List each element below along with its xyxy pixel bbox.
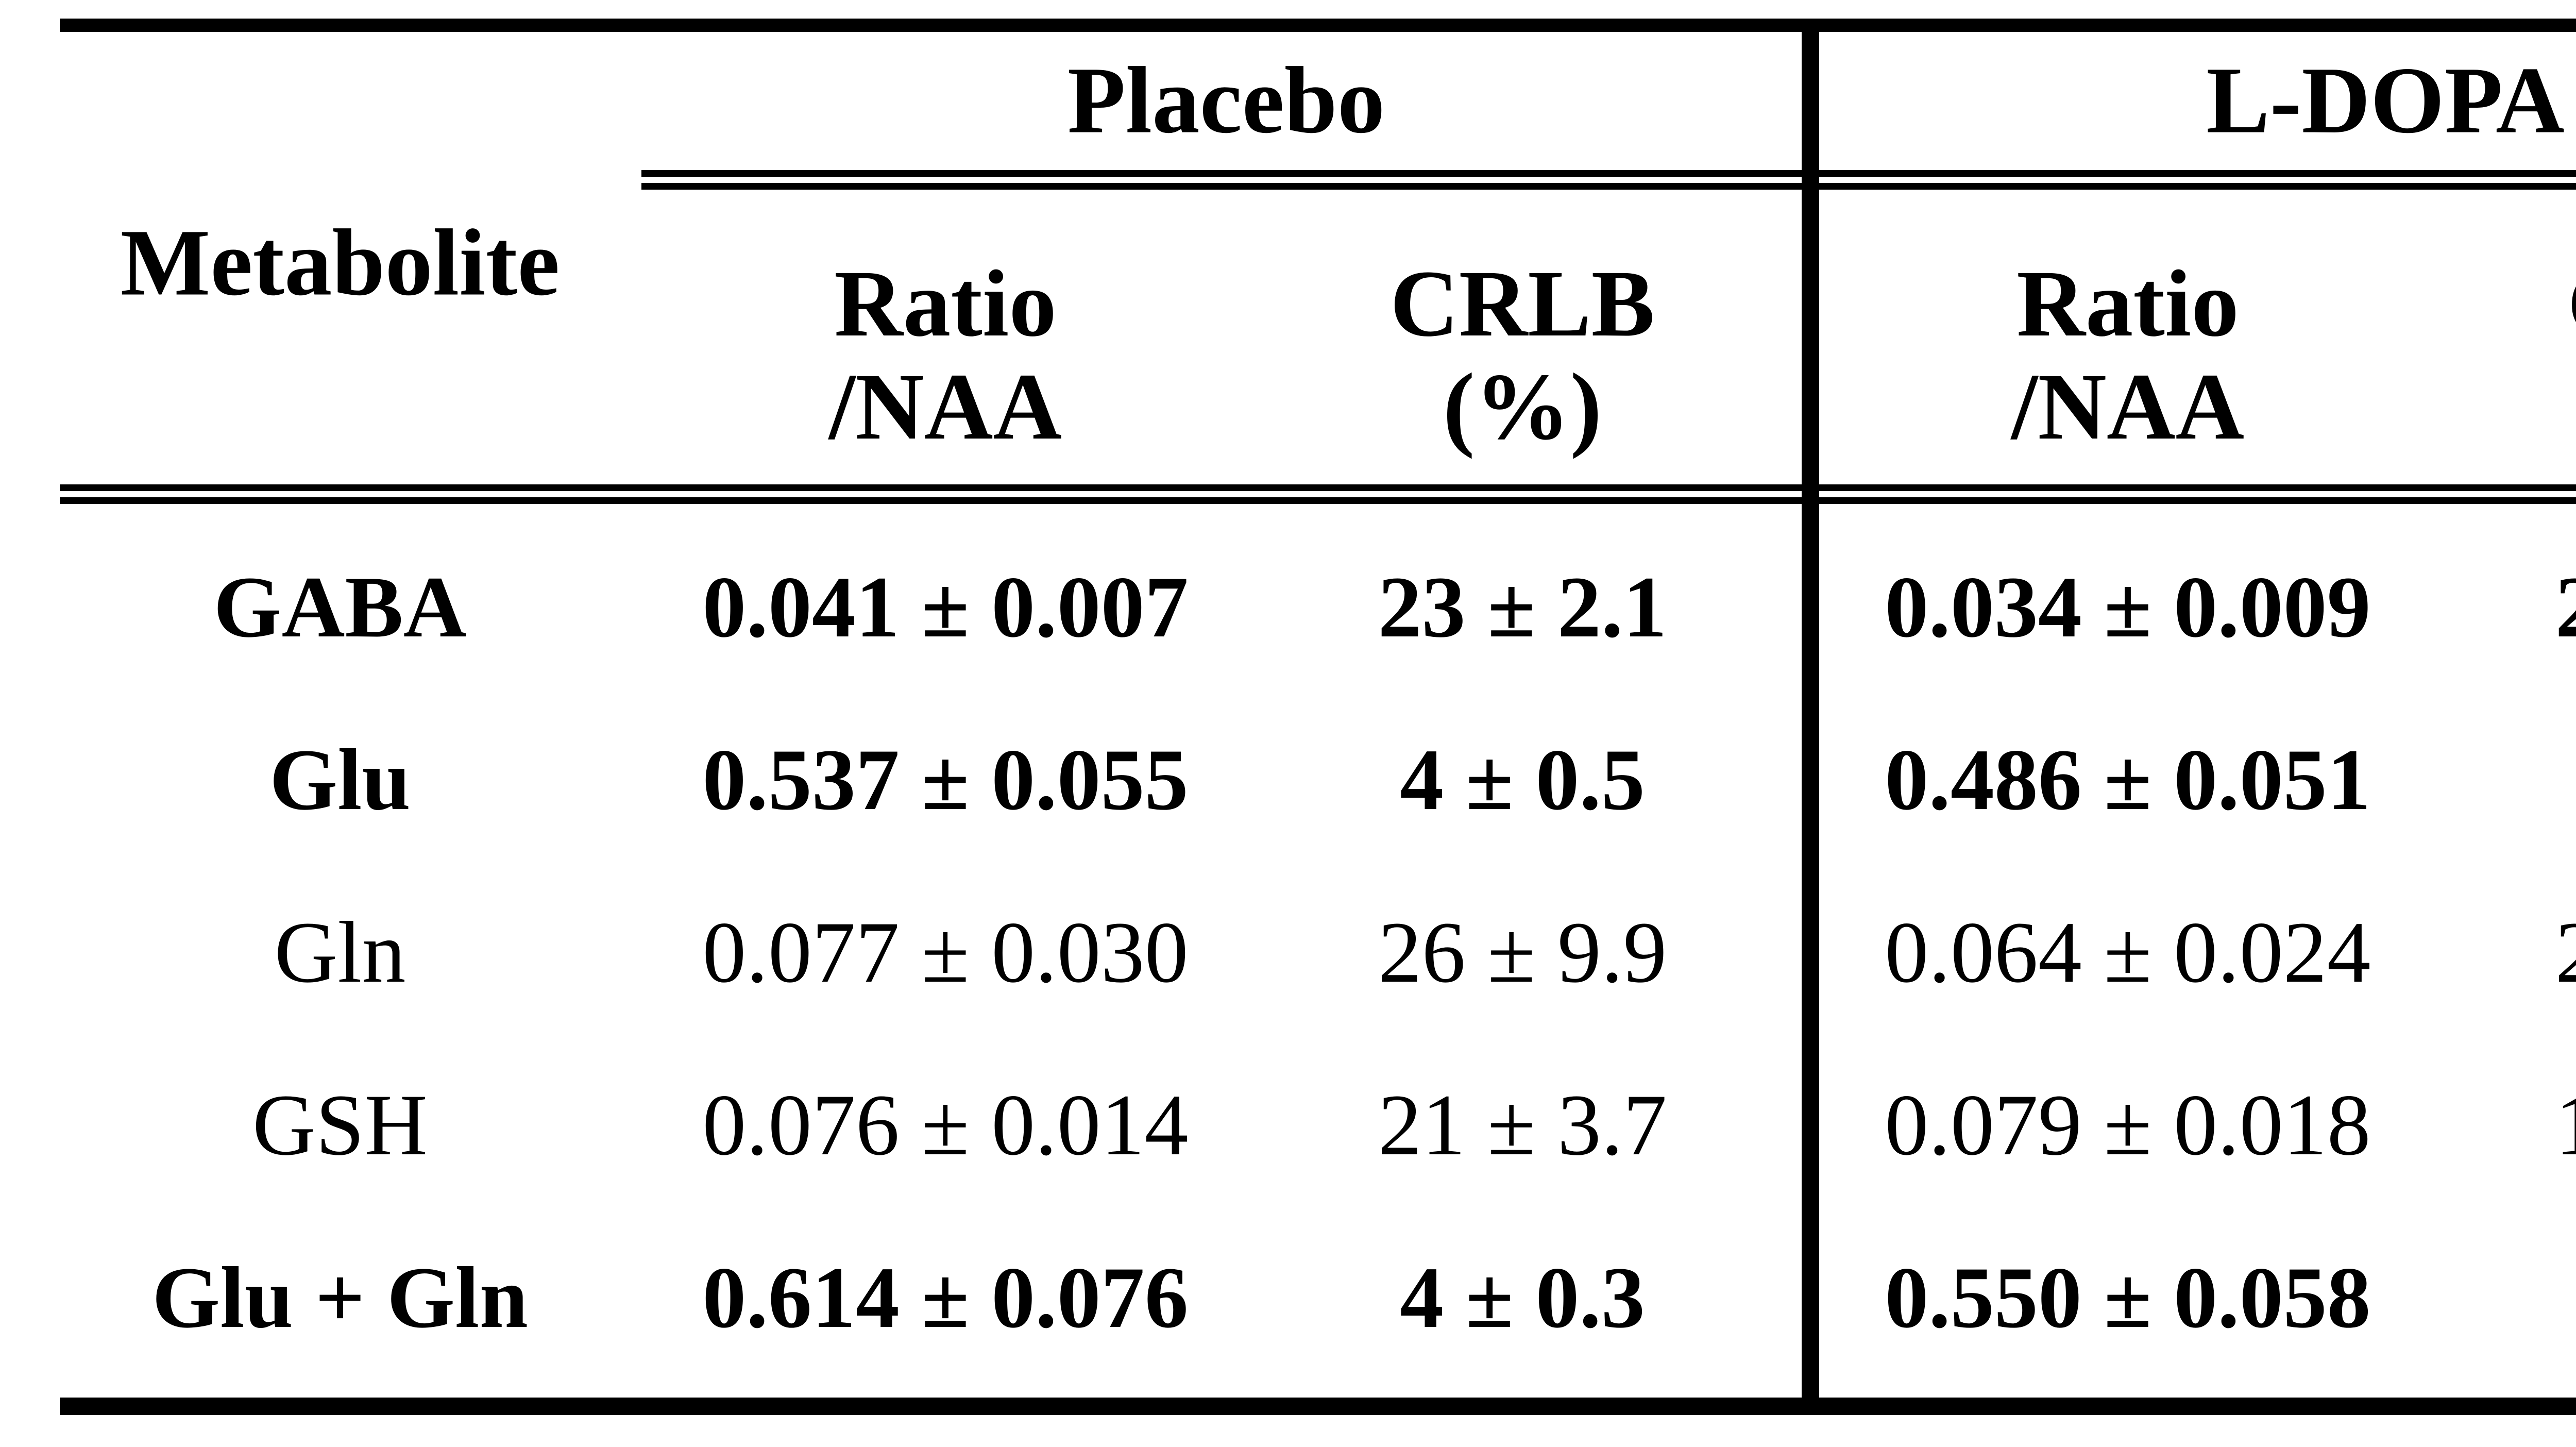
- placebo-ratio-value: 0.614 ± 0.076: [702, 1249, 1189, 1346]
- placebo-ratio-value: 0.537 ± 0.055: [702, 731, 1189, 828]
- subheader-double-rule: [60, 484, 2576, 504]
- ldopa-ratio-value: 0.034 ± 0.009: [1885, 558, 2371, 655]
- ldopa-crlb-value: 28 ± 8.2: [2555, 908, 2576, 996]
- metabolite-label: GABA: [213, 558, 467, 655]
- metabolite-label: Glu: [269, 731, 411, 828]
- metabolite-label: Glu + Gln: [152, 1249, 528, 1346]
- table-row-glu-plus-gln: Glu + Gln 0.614 ± 0.076 4 ± 0.3 0.550 ± …: [0, 1211, 2576, 1384]
- table-body: GABA 0.041 ± 0.007 23 ± 2.1 0.034 ± 0.00…: [0, 520, 2576, 1384]
- placebo-ratio-value: 0.077 ± 0.030: [702, 903, 1189, 1001]
- ldopa-ratio-value: 0.079 ± 0.018: [1885, 1076, 2371, 1173]
- group-header-placebo: Placebo: [1067, 47, 1385, 154]
- placebo-crlb-value: 21 ± 3.7: [1378, 1076, 1667, 1173]
- table-top-rule: [60, 19, 2576, 32]
- table-row-glu: Glu 0.537 ± 0.055 4 ± 0.5 0.486 ± 0.051 …: [0, 693, 2576, 866]
- column-header-metabolite: Metabolite: [120, 210, 560, 316]
- subheader-placebo-ratio-line1: Ratio: [834, 251, 1057, 357]
- table-row-gln: Gln 0.077 ± 0.030 26 ± 9.9 0.064 ± 0.024…: [0, 866, 2576, 1038]
- subheader-ldopa-ratio: Ratio /NAA: [2011, 253, 2244, 459]
- subheader-placebo-crlb-line2: (%): [1443, 354, 1602, 460]
- subheader-placebo-crlb: CRLB (%): [1390, 253, 1655, 459]
- ldopa-crlb-value: 28 ± 7.8: [2555, 563, 2576, 651]
- subheader-ldopa-ratio-line1: Ratio: [2016, 251, 2239, 357]
- ldopa-ratio-value: 0.486 ± 0.051: [1885, 731, 2371, 828]
- subheader-placebo-crlb-line1: CRLB: [1390, 251, 1655, 357]
- subheader-ldopa-crlb: CRLB (%): [2567, 253, 2576, 459]
- group-header-double-rule: [641, 170, 2576, 190]
- metabolite-label: Gln: [274, 903, 406, 1001]
- table-row-gaba: GABA 0.041 ± 0.007 23 ± 2.1 0.034 ± 0.00…: [0, 520, 2576, 693]
- group-header-ldopa: L-DOPA: [2206, 47, 2565, 154]
- placebo-crlb-value: 4 ± 0.3: [1400, 1249, 1645, 1346]
- placebo-crlb-value: 26 ± 9.9: [1378, 903, 1667, 1001]
- placebo-crlb-value: 23 ± 2.1: [1378, 558, 1667, 655]
- metabolite-label: GSH: [252, 1076, 428, 1173]
- placebo-ratio-value: 0.076 ± 0.014: [702, 1076, 1189, 1173]
- ldopa-ratio-value: 0.064 ± 0.024: [1885, 903, 2371, 1001]
- subheader-ldopa-crlb-line1: CRLB: [2567, 253, 2576, 356]
- subheader-placebo-ratio-line2: /NAA: [828, 354, 1062, 460]
- ldopa-crlb-value: 19 ± 4.2: [2555, 1081, 2576, 1169]
- table-bottom-rule: [60, 1398, 2576, 1415]
- placebo-ratio-value: 0.041 ± 0.007: [702, 558, 1189, 655]
- table-row-gsh: GSH 0.076 ± 0.014 21 ± 3.7 0.079 ± 0.018…: [0, 1038, 2576, 1211]
- divider-placebo-ldopa: [1802, 19, 1819, 1415]
- subheader-ldopa-crlb-line2: (%): [2567, 356, 2576, 459]
- ldopa-ratio-value: 0.550 ± 0.058: [1885, 1249, 2371, 1346]
- subheader-placebo-ratio: Ratio /NAA: [829, 253, 1062, 459]
- subheader-ldopa-ratio-line2: /NAA: [2011, 354, 2245, 460]
- placebo-crlb-value: 4 ± 0.5: [1400, 731, 1645, 828]
